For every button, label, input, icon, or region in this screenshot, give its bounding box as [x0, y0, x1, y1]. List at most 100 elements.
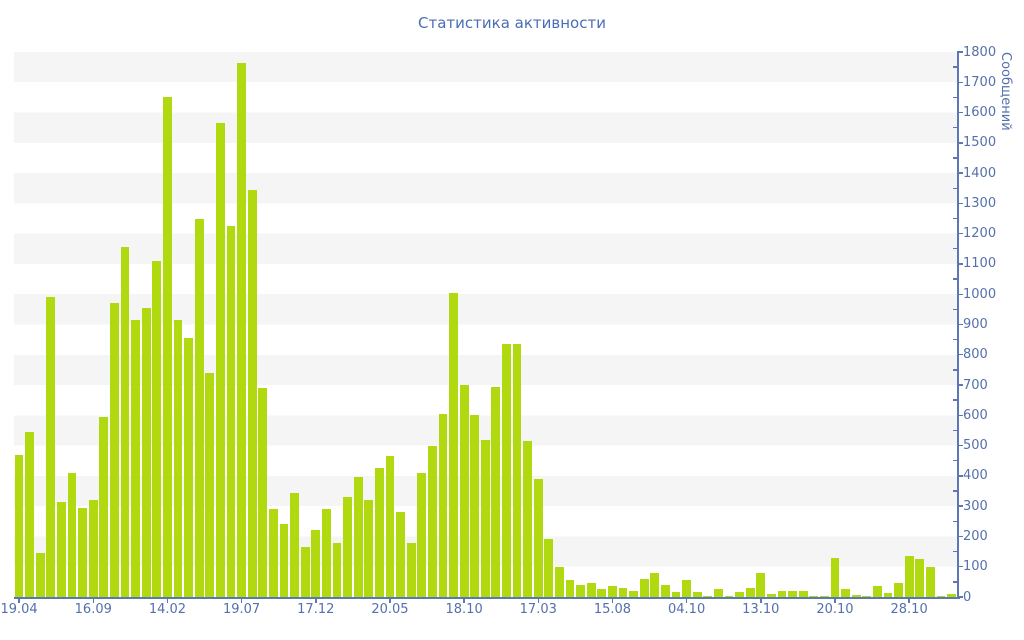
bar[interactable]: [216, 123, 225, 597]
bar[interactable]: [714, 589, 723, 597]
y-axis-minor-tick: [952, 217, 957, 220]
y-axis-minor-tick: [952, 550, 957, 553]
bar[interactable]: [661, 584, 670, 597]
bar[interactable]: [131, 319, 141, 597]
bar[interactable]: [798, 590, 808, 597]
bar[interactable]: [936, 595, 946, 597]
bar[interactable]: [184, 338, 194, 597]
x-axis-tick: [908, 598, 910, 603]
bar[interactable]: [830, 557, 840, 597]
bar[interactable]: [703, 595, 713, 597]
bar[interactable]: [226, 226, 236, 597]
bar[interactable]: [427, 445, 437, 597]
bar[interactable]: [374, 468, 384, 597]
bar[interactable]: [311, 530, 321, 597]
bar[interactable]: [608, 586, 617, 597]
bar[interactable]: [650, 572, 660, 597]
x-axis-label: 14.02: [148, 602, 187, 617]
bar[interactable]: [565, 580, 575, 597]
bar[interactable]: [57, 501, 66, 597]
bar[interactable]: [629, 590, 639, 597]
bar[interactable]: [851, 594, 861, 597]
bar[interactable]: [735, 592, 744, 597]
x-axis-tick: [611, 598, 614, 603]
bar[interactable]: [99, 416, 109, 597]
bar[interactable]: [268, 509, 278, 597]
bar[interactable]: [78, 507, 88, 597]
bar[interactable]: [692, 592, 702, 597]
bar[interactable]: [406, 542, 416, 597]
bar[interactable]: [141, 307, 151, 597]
bar[interactable]: [152, 260, 162, 597]
bar[interactable]: [533, 478, 543, 597]
bar[interactable]: [480, 439, 490, 597]
bar[interactable]: [576, 584, 586, 597]
bar[interactable]: [841, 589, 850, 597]
bar[interactable]: [512, 344, 522, 597]
bar[interactable]: [745, 587, 755, 597]
bar[interactable]: [883, 593, 893, 597]
bar[interactable]: [290, 492, 299, 597]
bar[interactable]: [258, 388, 268, 597]
y-axis-minor-tick: [952, 338, 957, 341]
bar[interactable]: [639, 578, 649, 597]
bar[interactable]: [247, 189, 257, 597]
bar[interactable]: [67, 472, 77, 597]
bar[interactable]: [332, 542, 342, 597]
y-axis-line: [956, 51, 959, 598]
bar[interactable]: [237, 62, 246, 597]
bar[interactable]: [819, 595, 829, 597]
bar[interactable]: [618, 587, 628, 597]
bar[interactable]: [788, 590, 797, 597]
bar[interactable]: [205, 372, 215, 597]
bar[interactable]: [766, 593, 776, 597]
bar[interactable]: [449, 292, 458, 597]
bar[interactable]: [343, 497, 352, 597]
bar[interactable]: [25, 432, 35, 597]
bar[interactable]: [682, 580, 691, 597]
bar[interactable]: [586, 583, 596, 597]
bar[interactable]: [194, 218, 204, 597]
bar[interactable]: [321, 509, 331, 597]
bar[interactable]: [173, 319, 183, 597]
bar[interactable]: [894, 583, 903, 597]
bar[interactable]: [385, 456, 395, 597]
bar[interactable]: [544, 539, 554, 597]
bar[interactable]: [120, 247, 130, 597]
y-axis-label: 200: [963, 528, 988, 544]
bar[interactable]: [872, 586, 882, 597]
bar[interactable]: [470, 415, 480, 597]
bar[interactable]: [353, 477, 363, 597]
bar[interactable]: [35, 553, 45, 597]
bar[interactable]: [862, 595, 872, 597]
bar[interactable]: [459, 385, 469, 597]
bar[interactable]: [364, 500, 374, 597]
bar[interactable]: [947, 593, 956, 597]
bar[interactable]: [904, 556, 914, 597]
bar[interactable]: [724, 595, 734, 597]
bar[interactable]: [14, 454, 24, 597]
bar[interactable]: [438, 413, 448, 597]
x-axis-tick: [18, 598, 20, 603]
bar[interactable]: [671, 592, 681, 597]
y-axis-tick: [958, 202, 963, 205]
bar[interactable]: [300, 547, 310, 597]
bar[interactable]: [491, 386, 501, 597]
bar[interactable]: [396, 512, 405, 597]
bar[interactable]: [925, 566, 935, 597]
bar[interactable]: [555, 566, 564, 597]
bar[interactable]: [523, 441, 533, 597]
bar[interactable]: [502, 344, 511, 597]
bar[interactable]: [777, 590, 787, 597]
bar[interactable]: [163, 97, 172, 597]
bar[interactable]: [809, 595, 819, 597]
bar[interactable]: [756, 572, 766, 597]
bar[interactable]: [597, 589, 607, 597]
bar[interactable]: [915, 559, 925, 597]
bar[interactable]: [279, 524, 289, 597]
bar[interactable]: [88, 500, 98, 597]
bar[interactable]: [110, 303, 119, 597]
bar[interactable]: [46, 297, 56, 597]
bar[interactable]: [417, 472, 427, 597]
y-axis-label: 900: [963, 317, 988, 332]
